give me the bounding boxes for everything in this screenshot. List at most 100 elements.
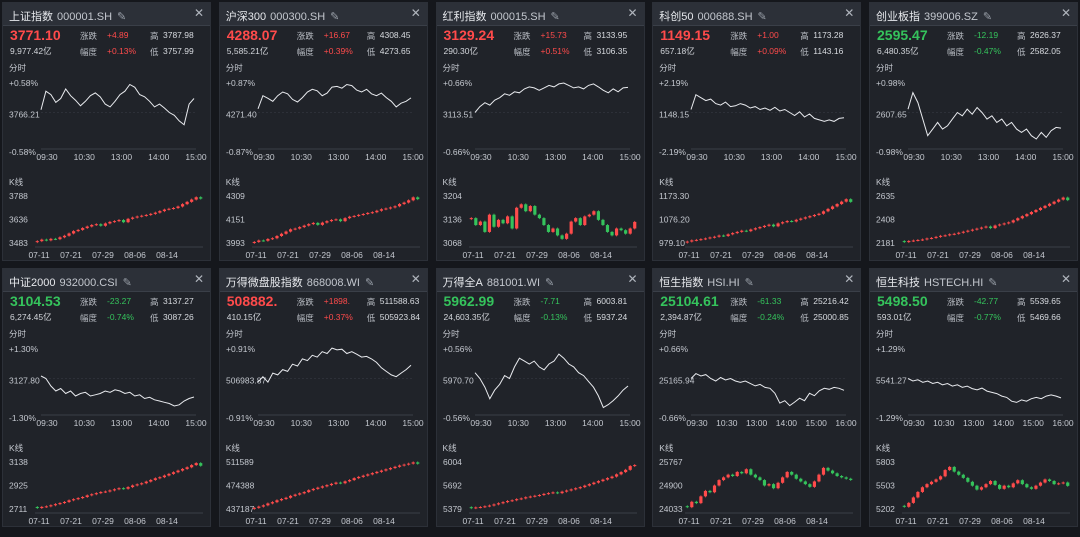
kline-candle	[1002, 222, 1006, 226]
index-name: 沪深300	[225, 11, 267, 23]
pencil-icon[interactable]: ✎	[545, 277, 555, 289]
candle-body	[149, 479, 153, 482]
kline-candle	[311, 487, 315, 492]
candle-body	[844, 477, 849, 479]
low-value: 2582.05	[1030, 46, 1061, 56]
index-card[interactable]: 创业板指 399006.SZ ✎ ✕ 2595.47 6,480.35亿 涨跌 -12.19 幅…	[869, 2, 1078, 261]
intraday-price-line	[690, 372, 845, 407]
index-card[interactable]: 上证指数 000001.SH ✎ ✕ 3771.10 9,977.42亿 涨跌 +4.89 幅度…	[2, 2, 211, 261]
kline-candle	[993, 480, 997, 486]
candle-body	[131, 485, 135, 488]
intraday-mid-label: 5541.27	[876, 376, 907, 386]
close-icon[interactable]: ✕	[410, 6, 421, 20]
kline-candle	[261, 239, 265, 242]
close-icon[interactable]: ✕	[1060, 272, 1071, 286]
pencil-icon[interactable]: ✎	[757, 11, 767, 23]
intraday-top-label: +0.56%	[443, 344, 473, 354]
kline-label: K线	[9, 177, 24, 187]
candle-body	[578, 218, 582, 226]
kline-candle	[81, 227, 85, 231]
candle-body	[325, 221, 329, 223]
candle-body	[849, 478, 853, 480]
pencil-icon[interactable]: ✎	[330, 11, 340, 23]
candle-body	[67, 233, 71, 236]
kline-candle	[957, 231, 961, 235]
close-icon[interactable]: ✕	[627, 272, 638, 286]
close-icon[interactable]: ✕	[193, 272, 204, 286]
candle-body	[957, 232, 961, 234]
candle-body	[948, 466, 952, 471]
kline-candle	[596, 480, 600, 484]
kline-candle	[293, 493, 297, 497]
candle-body	[199, 197, 203, 199]
close-icon[interactable]: ✕	[1060, 6, 1071, 20]
intraday-top-label: +0.66%	[659, 344, 689, 354]
candle-body	[487, 505, 491, 507]
intraday-xtick: 09:30	[470, 152, 492, 162]
pencil-icon[interactable]: ✎	[982, 11, 993, 23]
intraday-price-line	[907, 378, 1062, 403]
intraday-xtick: 15:00	[619, 418, 641, 428]
intraday-xtick: 10:30	[74, 152, 96, 162]
kline-y-label: 474388	[226, 481, 255, 491]
charts-svg: +0.98% 2607.65 -0.98% 09:30 10:30 13:00 14:00 1…	[876, 78, 1074, 260]
kline-candle	[1043, 204, 1047, 209]
index-card[interactable]: 恒生科技 HSTECH.HI ✎ ✕ 5498.50 593.01亿 涨跌 -42.77 幅度 -…	[869, 268, 1078, 527]
kline-candle	[1020, 479, 1024, 486]
intraday-label: 分时	[225, 63, 243, 73]
kline-candle	[934, 235, 938, 239]
index-card[interactable]: 中证2000 932000.CSI ✎ ✕ 3104.53 6,274.45亿 涨跌 -23.…	[2, 268, 211, 527]
kline-candle	[966, 476, 970, 483]
kline-candle	[384, 468, 388, 472]
index-card[interactable]: 万得全A 881001.WI ✎ ✕ 5962.99 24,603.35亿 涨跌 -7.71 幅…	[435, 268, 645, 527]
candle-body	[361, 213, 365, 215]
kline-candle	[1007, 221, 1011, 225]
kline-candle	[131, 484, 135, 489]
pencil-icon[interactable]: ✎	[117, 11, 127, 23]
close-icon[interactable]: ✕	[627, 6, 638, 20]
kline-candle	[176, 205, 180, 210]
kline-candle	[685, 240, 690, 244]
kline-xtick: 07-29	[309, 250, 331, 260]
low-value: 5937.24	[596, 312, 628, 322]
candle-body	[510, 216, 514, 229]
index-card[interactable]: 万得微盘股指数 868008.WI ✎ ✕ 508882. 410.15亿 涨跌 +1898.…	[218, 268, 428, 527]
kline-candle	[699, 495, 703, 505]
kline-xtick: 07-29	[526, 250, 548, 260]
kline-candle	[297, 492, 302, 496]
close-icon[interactable]: ✕	[844, 272, 855, 286]
pencil-icon[interactable]: ✎	[744, 277, 754, 289]
kline-candle	[1007, 484, 1011, 489]
kline-candle	[365, 211, 370, 215]
index-card[interactable]: 红利指数 000015.SH ✎ ✕ 3129.24 290.30亿 涨跌 +15.73 幅度 +…	[435, 2, 645, 261]
candle-body	[1025, 214, 1029, 217]
candle-body	[406, 463, 410, 465]
index-code: 000015.SH	[490, 11, 546, 23]
candle-body	[256, 240, 261, 242]
close-icon[interactable]: ✕	[193, 6, 204, 20]
high-value: 2626.37	[1030, 30, 1061, 40]
pencil-icon[interactable]: ✎	[364, 277, 375, 289]
card-title-bar: 万得微盘股指数 868008.WI ✎ ✕	[219, 269, 427, 292]
pencil-icon[interactable]: ✎	[988, 277, 998, 289]
card-title-bar: 红利指数 000015.SH ✎ ✕	[436, 3, 644, 26]
pct-value: +0.37%	[323, 312, 353, 322]
kline-candle	[361, 474, 365, 478]
kline-candle	[1016, 217, 1020, 222]
index-card[interactable]: 沪深300 000300.SH ✎ ✕ 4288.07 5,585.21亿 涨跌 +16.67…	[218, 2, 428, 261]
kline-candle	[831, 205, 835, 210]
index-card[interactable]: 科创50 000688.SH ✎ ✕ 1149.15 657.18亿 涨跌 +1.00 幅度 +0…	[652, 2, 862, 261]
kline-candle	[695, 238, 699, 242]
pencil-icon[interactable]: ✎	[550, 11, 560, 23]
index-card[interactable]: 恒生指数 HSI.HI ✎ ✕ 25104.61 2,394.87亿 涨跌 -61.33 幅度 -…	[652, 268, 862, 527]
close-icon[interactable]: ✕	[844, 6, 855, 20]
kline-xtick: 08-14	[806, 516, 828, 526]
intraday-xtick: 10:30	[507, 418, 529, 428]
kline-candle	[726, 473, 730, 479]
candle-body	[993, 481, 997, 485]
candle-body	[758, 227, 762, 229]
candle-body	[822, 211, 826, 214]
pencil-icon[interactable]: ✎	[122, 277, 132, 289]
close-icon[interactable]: ✕	[410, 272, 421, 286]
candle-body	[939, 476, 943, 480]
